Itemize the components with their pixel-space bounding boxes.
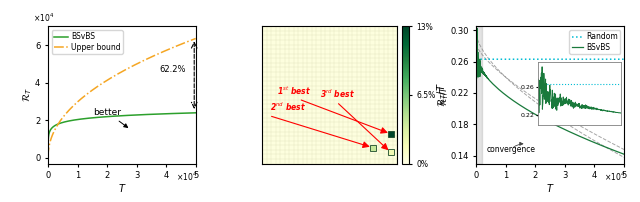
Line: BSvBS: BSvBS: [476, 28, 624, 154]
Text: 1$^{st}$ best: 1$^{st}$ best: [278, 85, 312, 97]
BSvBS: [545, 120, 552, 123]
BSvBS: [188, 112, 195, 114]
BSvBS: [52, 124, 60, 126]
Legend: Random, BSvBS: Random, BSvBS: [570, 30, 620, 54]
Text: 3$^{rd}$ best: 3$^{rd}$ best: [321, 87, 355, 100]
BSvBS: [480, 72, 488, 75]
Random: [616, 58, 623, 60]
Text: better: better: [93, 108, 127, 127]
Upper bound: [112, 74, 120, 76]
Y-axis label: $\mathcal{R}_T/T$: $\mathcal{R}_T/T$: [435, 83, 449, 107]
Upper bound: [188, 39, 195, 41]
Random: [544, 58, 552, 60]
Bar: [476, 26, 482, 164]
X-axis label: $T$: $T$: [118, 182, 126, 194]
BSvBS: [161, 113, 168, 115]
BSvBS: [44, 154, 52, 156]
BSvBS: [112, 115, 120, 117]
BSvBS: [192, 112, 200, 114]
BSvBS: [616, 151, 623, 154]
Random: [480, 58, 488, 60]
BSvBS: [589, 141, 596, 143]
Random: [620, 58, 628, 60]
Upper bound: [52, 127, 60, 130]
Upper bound: [188, 39, 195, 41]
Text: 2$^{nd}$ best: 2$^{nd}$ best: [270, 101, 307, 114]
Upper bound: [192, 37, 200, 40]
Y-axis label: $\mathcal{R}_T/T$: $\mathcal{R}_T/T$: [438, 84, 451, 106]
Line: BSvBS: BSvBS: [48, 113, 196, 155]
Random: [540, 58, 548, 60]
BSvBS: [540, 118, 548, 121]
Random: [616, 58, 623, 60]
Text: 62.2%: 62.2%: [159, 65, 186, 74]
BSvBS: [616, 152, 623, 154]
BSvBS: [116, 115, 124, 117]
Text: convergence: convergence: [486, 142, 536, 154]
Text: $\times10^4$: $\times10^4$: [604, 171, 625, 183]
Upper bound: [116, 72, 124, 74]
BSvBS: [188, 112, 195, 114]
X-axis label: $T$: $T$: [546, 182, 554, 194]
Upper bound: [44, 156, 52, 158]
Text: $\times10^4$: $\times10^4$: [176, 171, 197, 183]
Random: [589, 58, 596, 60]
BSvBS: [472, 46, 480, 48]
BSvBS: [473, 27, 481, 29]
Legend: BSvBS, Upper bound: BSvBS, Upper bound: [52, 30, 123, 54]
Upper bound: [161, 50, 168, 52]
Random: [472, 58, 480, 60]
Text: $\times10^4$: $\times10^4$: [33, 12, 54, 24]
BSvBS: [620, 153, 628, 155]
Line: Upper bound: Upper bound: [48, 39, 196, 157]
Y-axis label: $\mathcal{R}_T$: $\mathcal{R}_T$: [20, 87, 33, 102]
